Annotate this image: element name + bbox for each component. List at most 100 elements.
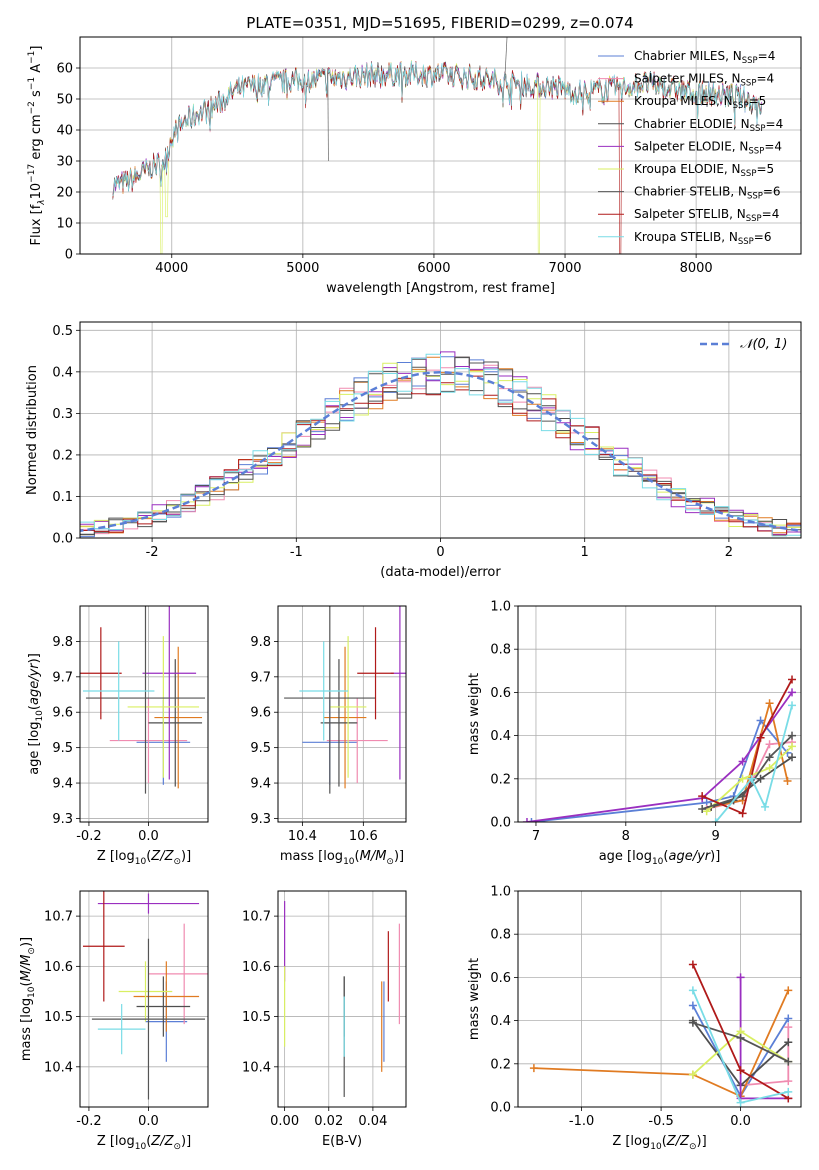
y-tick-label: 0.2 [490, 772, 511, 787]
axes-frame [517, 605, 802, 823]
label-part: M [375, 849, 386, 864]
weight-marker [756, 716, 765, 725]
label-part: / [19, 964, 34, 971]
weight-marker [747, 774, 756, 783]
x-tick-label: -0.2 [76, 1114, 101, 1129]
legend-entry: Chabrier ELODIE, NSSP=4 [634, 117, 783, 134]
weight-marker [788, 753, 797, 762]
label-part: ( [19, 981, 34, 986]
legend-entry: Salpeter STELIB, NSSP=4 [634, 207, 779, 224]
weight-marker [788, 742, 797, 751]
legend-entry: Salpeter ELODIE, NSSP=4 [634, 139, 782, 156]
y-tick-label: 30 [56, 155, 73, 170]
label-part: ( [146, 849, 151, 864]
y-tick-label: 40 [56, 124, 73, 139]
weight-marker [711, 818, 720, 822]
label-part: Z [679, 1134, 690, 1149]
weight-marker [738, 809, 747, 818]
weight-line [526, 691, 793, 822]
y-tick-label: 0.6 [490, 686, 511, 701]
x-tick-label: 6000 [417, 261, 450, 276]
label-part: mass weight [467, 958, 482, 1040]
weight-marker [688, 960, 697, 969]
label-part: M [360, 849, 371, 864]
x-tick-label: 1 [581, 545, 589, 560]
mass_vs_Z-panel: -0.2 0.010.410.510.610.7Z [log10(Z/Z⊙)]ma… [19, 890, 209, 1152]
y-tick-label: 9.7 [52, 670, 73, 685]
y-tick-label: 0.2 [52, 448, 73, 463]
x-tick-label: -0.5 [648, 1114, 673, 1129]
x-tick-label: 0.04 [358, 1114, 387, 1129]
y-tick-label: 0.4 [490, 729, 511, 744]
legend-n: =5 [749, 94, 767, 108]
x-tick-label: -0.2 [76, 829, 101, 844]
label-part: / [692, 849, 699, 864]
y-tick-label: 9.7 [250, 670, 271, 685]
label-part: ⊙ [689, 1142, 697, 1152]
label-part: / [370, 849, 377, 864]
x-tick-label: 4000 [155, 261, 188, 276]
label-part: 10 [35, 710, 45, 722]
label-part: A [29, 64, 44, 77]
legend-n: =6 [754, 230, 772, 244]
weight-marker [784, 986, 793, 995]
legend-sub: SSP [741, 79, 757, 89]
label-part: )] [710, 849, 720, 864]
y-tick-label: 0.1 [52, 490, 73, 505]
axes-frame [79, 605, 209, 823]
label-part: )] [181, 849, 191, 864]
axes-frame [517, 890, 802, 1108]
legend-n: =4 [762, 207, 780, 221]
legend-n: =4 [758, 49, 776, 63]
label-part: Z [log [97, 1134, 135, 1149]
label-part: ⊙ [173, 1142, 181, 1152]
label-part: Z [log [612, 1134, 650, 1149]
x-tick-label: 7000 [548, 261, 581, 276]
weight-marker [736, 1033, 745, 1042]
x-tick-label: 0.00 [270, 1114, 299, 1129]
legend-entry: Chabrier MILES, NSSP=4 [634, 49, 775, 66]
y-tick-label: 9.5 [250, 741, 271, 756]
spectrum-plot-area [112, 37, 762, 254]
legend-entry: Kroupa ELODIE, NSSP=5 [634, 162, 774, 179]
weight-marker [738, 774, 747, 783]
legend-sub: SSP [746, 214, 762, 224]
y-tick-label: 0.5 [52, 324, 73, 339]
legend-sub: SSP [747, 192, 763, 202]
weight-marker [784, 1057, 793, 1066]
label-part: yr [27, 662, 42, 678]
weight-marker [738, 792, 747, 801]
legend-entry: Kroupa STELIB, NSSP=6 [634, 230, 772, 247]
weight_vs_age-panel: 7 8 9 0.0 0.2 0.4 0.6 0.8 1.0 age [log10(age/yr)]… [467, 600, 802, 867]
y-tick-label: 0 [65, 248, 73, 263]
age_vs_mass-plot-area [284, 606, 406, 794]
weight-marker [788, 675, 797, 684]
label-part: )] [19, 937, 34, 947]
weight-marker [765, 740, 774, 749]
weight-marker [756, 733, 765, 742]
y-tick-label: 9.4 [250, 777, 271, 792]
x-tick-label: 10.6 [349, 829, 378, 844]
label-part: −2 [27, 101, 37, 114]
weight-marker [736, 1066, 745, 1075]
weight-line [533, 990, 790, 1098]
label-part: ( [146, 1134, 151, 1149]
axes-frame [79, 321, 802, 539]
x-axis-label: Z [log10(Z/Z⊙)] [97, 849, 191, 867]
legend-sub: SSP [748, 146, 764, 156]
weight-marker [788, 701, 797, 710]
axes-frame [79, 890, 209, 1108]
legend-entry: 𝒩(0, 1) [740, 337, 787, 352]
legend-n: =4 [764, 139, 782, 153]
label-part: / [159, 1134, 166, 1149]
weight-marker [698, 805, 707, 814]
y-tick-label: 20 [56, 186, 73, 201]
label-part: )] [394, 849, 404, 864]
label-part: 10 [135, 1142, 147, 1152]
weight-marker [784, 1087, 793, 1096]
label-part: 10 [27, 986, 37, 998]
weight-marker [738, 757, 747, 766]
weight-marker [688, 1001, 697, 1010]
label-part: / [27, 675, 42, 682]
